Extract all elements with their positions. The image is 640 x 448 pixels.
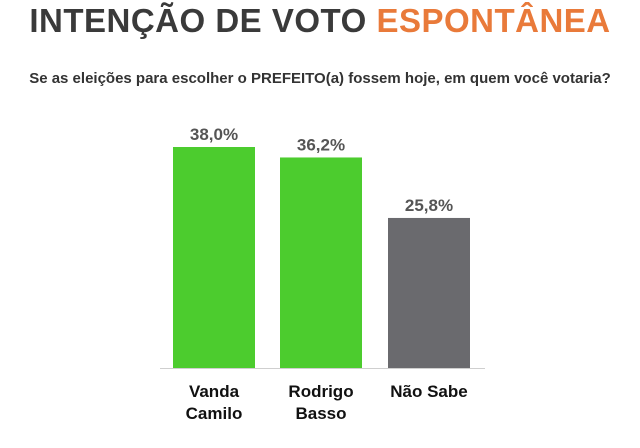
- bar-1: [280, 157, 362, 368]
- chart-title: INTENÇÃO DE VOTO ESPONTÂNEA: [0, 2, 640, 40]
- value-label-1: 36,2%: [297, 135, 345, 154]
- category-label-1-0: Rodrigo: [288, 382, 353, 401]
- value-label-2: 25,8%: [405, 196, 453, 215]
- category-label-2-0: Não Sabe: [390, 382, 467, 401]
- category-label-0-1: Camilo: [186, 404, 243, 423]
- title-main: INTENÇÃO DE VOTO: [29, 2, 367, 39]
- category-label-0-0: Vanda: [189, 382, 240, 401]
- category-label-1-1: Basso: [295, 404, 346, 423]
- value-label-0: 38,0%: [190, 125, 238, 144]
- bar-2: [388, 217, 470, 368]
- chart-question: Se as eleições para escolher o PREFEITO(…: [29, 70, 611, 87]
- bar-0: [173, 147, 255, 368]
- title-accent: ESPONTÂNEA: [376, 2, 611, 39]
